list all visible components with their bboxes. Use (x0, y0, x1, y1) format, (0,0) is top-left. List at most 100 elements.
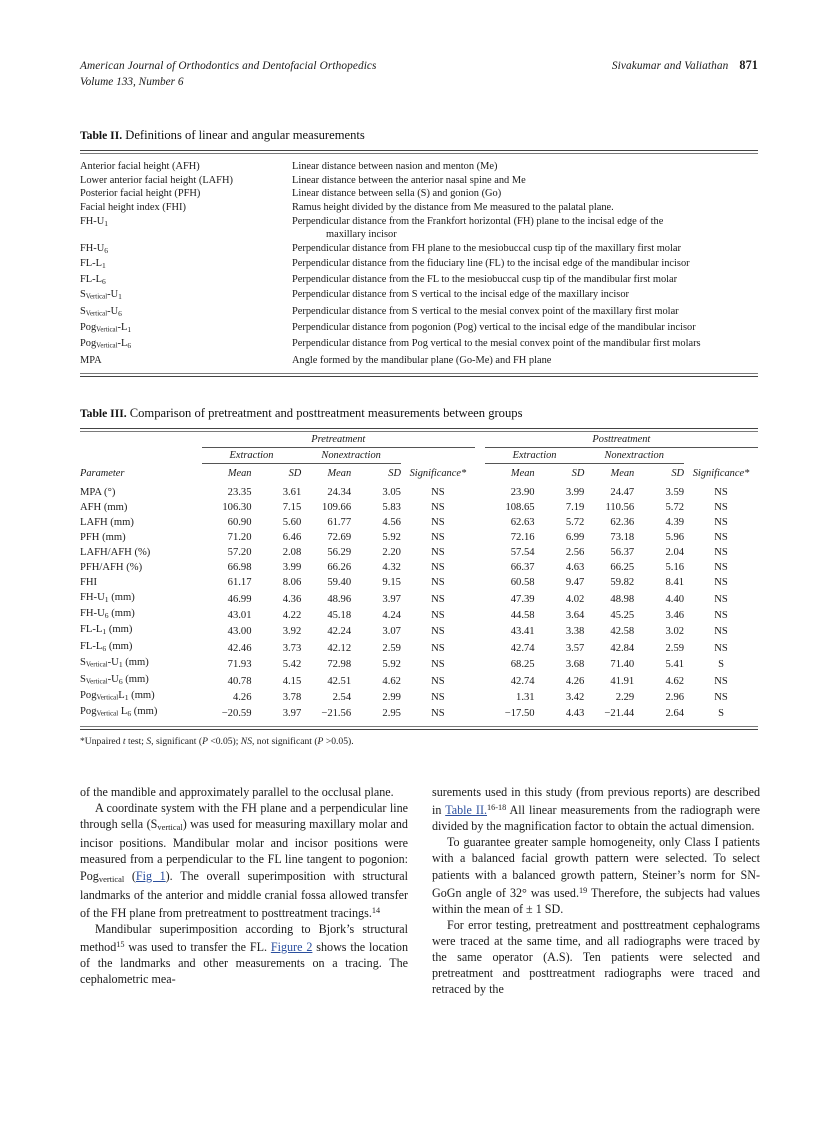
cell-pre-ex-mean: 4.26 (232, 691, 252, 703)
cell-post-ex-mean: 1.31 (516, 691, 535, 703)
colheader-post-significance: Significance* (692, 467, 750, 479)
subheader-post-extraction: Extraction (484, 447, 585, 464)
citation-16-18[interactable]: 16-18 (487, 803, 507, 813)
table-2-row: SVertical-U1 Perpendicular distance from … (80, 288, 758, 304)
para3-text-a: Mandibular superimposition according to … (80, 921, 408, 954)
cell-post-non-mean: 56.37 (610, 547, 635, 559)
spacer (475, 576, 485, 591)
measurement-term: Facial height index (FHI) (80, 202, 186, 214)
cell-parameter: LAFH (mm) (80, 516, 134, 528)
spacer (475, 500, 485, 515)
table-3-title: Comparison of pretreatment and posttreat… (129, 406, 523, 420)
cell-post-non-sd: 8.41 (665, 577, 685, 589)
table-2: Table II. Definitions of linear and angu… (80, 127, 758, 377)
cell-parameter: FL-L1 (mm) (80, 624, 133, 637)
cell-post-ex-mean: 42.74 (510, 675, 535, 687)
cell-pre-non-mean: 24.34 (327, 486, 352, 498)
citation-19[interactable]: 19 (578, 885, 588, 895)
table-3-caption: Table III. Comparison of pretreatment an… (80, 405, 758, 422)
para2-text-b: ) was used for measuring maxillary molar… (80, 817, 408, 883)
cell-post-ex-mean: 44.58 (510, 610, 535, 621)
colheader-pre-ex-sd: SD (288, 467, 302, 479)
measurement-definition: Perpendicular distance from S vertical t… (292, 305, 679, 317)
table-3-footnote: *Unpaired t test; S, significant (P <0.0… (80, 735, 354, 747)
pog-vertical-subscript: vertical (98, 873, 125, 884)
citation-14[interactable]: 14 (371, 905, 381, 915)
cell-pre-non-mean: 109.66 (322, 501, 352, 513)
cell-post-ex-sd: 3.68 (565, 659, 585, 671)
colheader-post-non-sd: SD (671, 467, 685, 479)
measurement-term: FH-U1 (80, 215, 108, 228)
cell-pre-significance: NS (431, 547, 445, 559)
cell-parameter: SVertical-U1 (mm) (80, 657, 149, 670)
para2-text-c: ( (124, 868, 136, 883)
measurement-term: PogVertical-L1 (80, 322, 132, 334)
table-row: FH-U6 (mm) 43.01 4.22 45.18 4.24 NS 44.58 3.64 4… (80, 607, 758, 623)
paragraph-5: To guarantee greater sample homogeneity,… (432, 834, 760, 917)
journal-title: American Journal of Orthodontics and Den… (80, 60, 377, 72)
cell-post-non-mean: 48.98 (610, 593, 635, 605)
table-2-body: Anterior facial height (AFH) Linear dista… (80, 154, 758, 373)
spacer (475, 607, 485, 623)
cell-pre-non-mean: 42.12 (327, 642, 352, 654)
cell-pre-non-sd: 5.83 (382, 501, 401, 513)
cell-post-ex-mean: 60.58 (510, 577, 535, 589)
spacer (475, 560, 485, 575)
cell-pre-non-sd: 4.32 (382, 562, 401, 574)
table-2-row: PogVertical-L6 Perpendicular distance fro… (80, 337, 758, 353)
group-header-posttreatment: Posttreatment (484, 432, 758, 448)
table-row: MPA (°) 23.35 3.61 24.34 3.05 NS 23.90 3.99 24.4… (80, 481, 758, 500)
cell-pre-non-sd: 3.05 (382, 486, 401, 498)
table-2-title: Definitions of linear and angular measur… (125, 128, 365, 142)
table-3-column-header-row: Parameter Mean SD Mean SD Significance* … (80, 464, 758, 482)
cell-pre-non-mean: 42.24 (327, 626, 352, 638)
right-column: surements used in this study (from previ… (432, 784, 760, 998)
cell-parameter: SVertical-U6 (mm) (80, 673, 149, 686)
measurement-definition: Perpendicular distance from S vertical t… (292, 289, 630, 301)
cell-post-non-mean: 2.29 (615, 691, 635, 703)
cell-post-ex-sd: 3.38 (565, 626, 585, 638)
table-3-body: Pretreatment Posttreatment Extraction No… (80, 432, 758, 726)
measurement-term: Posterior facial height (PFH) (80, 188, 201, 200)
s-vertical-subscript: vertical (157, 822, 183, 833)
cell-post-non-sd: 4.39 (665, 516, 685, 528)
cell-pre-significance: NS (431, 562, 445, 574)
cell-pre-ex-mean: 61.17 (227, 577, 252, 589)
cell-pre-ex-sd: 3.99 (282, 562, 302, 574)
citation-15[interactable]: 15 (116, 939, 125, 949)
spacer (475, 515, 485, 530)
link-fig-1[interactable]: Fig 1 (135, 868, 166, 883)
table-row: FL-L6 (mm) 42.46 3.73 42.12 2.59 NS 42.74 3.57 4… (80, 640, 758, 656)
cell-post-non-sd: 5.72 (665, 501, 685, 513)
link-figure-2[interactable]: Figure 2 (270, 939, 313, 954)
cell-post-ex-mean: 108.65 (505, 501, 535, 513)
para5-text-b: Therefore, the subjects had values withi… (432, 885, 760, 916)
cell-post-non-mean: 42.84 (610, 642, 635, 654)
cell-post-significance: S (718, 708, 724, 720)
cell-pre-ex-mean: 46.99 (227, 593, 252, 605)
cell-post-ex-sd: 3.99 (565, 486, 585, 498)
spacer (475, 640, 485, 656)
table-2-row: SVertical-U6 Perpendicular distance from … (80, 305, 758, 321)
colheader-post-ex-mean: Mean (510, 467, 535, 479)
cell-parameter: FL-L6 (mm) (80, 640, 133, 653)
cell-post-significance: NS (714, 501, 728, 513)
cell-parameter: PFH/AFH (%) (80, 562, 143, 574)
cell-pre-significance: NS (431, 708, 445, 720)
cell-post-non-sd: 2.04 (665, 547, 685, 559)
cell-pre-non-sd: 5.92 (382, 659, 401, 671)
link-table-2[interactable]: Table II. (445, 802, 488, 817)
subheader-post-nonextraction: Nonextraction (584, 447, 685, 464)
cell-post-significance: NS (714, 642, 728, 654)
cell-pre-non-sd: 4.24 (382, 610, 401, 621)
subheader-pre-extraction: Extraction (201, 447, 302, 464)
cell-pre-ex-sd: 4.15 (282, 675, 302, 687)
table-2-row: Anterior facial height (AFH) Linear dista… (80, 154, 758, 174)
cell-pre-ex-sd: 4.22 (282, 610, 302, 621)
spacer (475, 481, 485, 500)
cell-post-non-sd: 5.41 (665, 659, 685, 671)
para2-text-d: ). The overall superimposition with stru… (80, 868, 408, 920)
table-2-row: Lower anterior facial height (LAFH) Linea… (80, 174, 758, 188)
cell-pre-non-mean: 56.29 (327, 547, 352, 559)
spacer (475, 545, 485, 560)
